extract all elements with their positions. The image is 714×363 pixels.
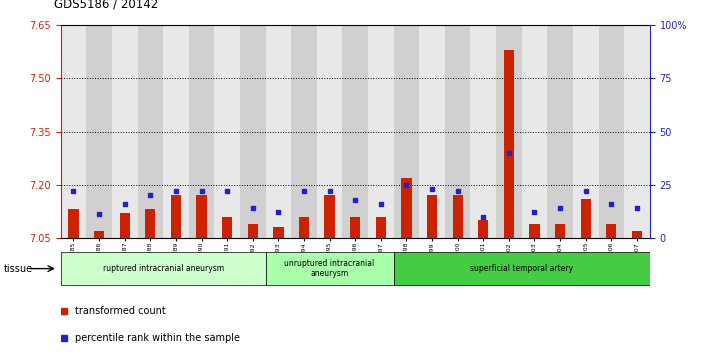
Bar: [401, 178, 411, 238]
Bar: [478, 220, 488, 238]
Bar: [317, 25, 343, 238]
Bar: [145, 209, 156, 238]
Text: superficial temporal artery: superficial temporal artery: [470, 264, 573, 273]
Bar: [94, 231, 104, 238]
Bar: [580, 199, 590, 238]
Text: GDS5186 / 20142: GDS5186 / 20142: [54, 0, 158, 11]
Text: transformed count: transformed count: [76, 306, 166, 316]
Bar: [393, 252, 650, 285]
Bar: [496, 25, 522, 238]
Bar: [163, 25, 188, 238]
Bar: [299, 216, 309, 238]
Bar: [214, 25, 240, 238]
Bar: [393, 25, 419, 238]
Bar: [61, 25, 86, 238]
Bar: [61, 252, 266, 285]
Bar: [343, 25, 368, 238]
Bar: [350, 216, 361, 238]
Bar: [522, 25, 548, 238]
Bar: [573, 25, 598, 238]
Bar: [222, 216, 232, 238]
Bar: [504, 50, 514, 238]
Text: unruptured intracranial
aneurysm: unruptured intracranial aneurysm: [284, 259, 375, 278]
Bar: [471, 25, 496, 238]
Bar: [120, 213, 130, 238]
Bar: [248, 224, 258, 238]
Bar: [368, 25, 393, 238]
Bar: [266, 25, 291, 238]
Bar: [598, 25, 624, 238]
Bar: [427, 195, 437, 238]
Bar: [273, 227, 283, 238]
Bar: [171, 195, 181, 238]
Bar: [324, 195, 335, 238]
Bar: [86, 25, 112, 238]
Bar: [624, 25, 650, 238]
Bar: [555, 224, 565, 238]
Bar: [606, 224, 616, 238]
Bar: [529, 224, 540, 238]
Bar: [291, 25, 317, 238]
Text: percentile rank within the sample: percentile rank within the sample: [76, 334, 241, 343]
Bar: [188, 25, 214, 238]
Bar: [196, 195, 206, 238]
Bar: [138, 25, 163, 238]
Bar: [266, 252, 393, 285]
Bar: [445, 25, 471, 238]
Bar: [548, 25, 573, 238]
Text: tissue: tissue: [4, 264, 33, 274]
Bar: [419, 25, 445, 238]
Bar: [376, 216, 386, 238]
Bar: [112, 25, 138, 238]
Bar: [453, 195, 463, 238]
Bar: [69, 209, 79, 238]
Text: ruptured intracranial aneurysm: ruptured intracranial aneurysm: [103, 264, 223, 273]
Bar: [240, 25, 266, 238]
Bar: [632, 231, 642, 238]
